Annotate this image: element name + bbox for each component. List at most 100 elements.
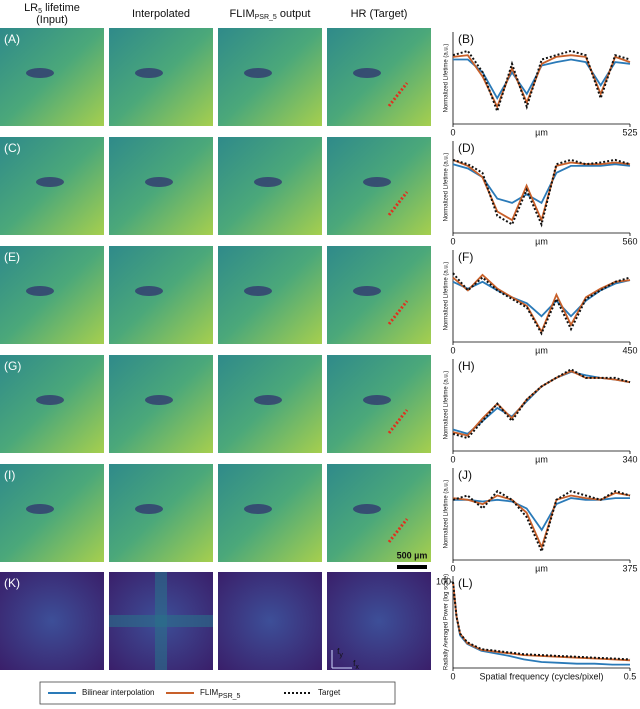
- panel-label: (G): [4, 359, 21, 373]
- image-panel: [327, 28, 431, 126]
- x-axis-label: µm: [535, 563, 548, 573]
- series-line: [452, 279, 631, 318]
- panel-label: (I): [4, 468, 15, 482]
- label-main: f: [337, 647, 340, 656]
- image: [327, 572, 431, 670]
- series-line: [452, 158, 631, 228]
- image-feature: [244, 504, 272, 514]
- image: [218, 572, 322, 670]
- image: [109, 246, 213, 344]
- label: Interpolated: [132, 8, 190, 20]
- image-feature: [26, 286, 54, 296]
- image-feature: [26, 504, 54, 514]
- image: [327, 246, 431, 344]
- image-panel: [109, 464, 213, 562]
- image-feature: [244, 286, 272, 296]
- label-sub: 5: [38, 8, 42, 15]
- x-tick-label: 450: [622, 345, 637, 355]
- image-feature: [145, 177, 173, 187]
- label-main: LR: [24, 2, 38, 14]
- plot: 0 450 µm Normalized Lifetime (a.u.) (F): [444, 250, 638, 355]
- label-sub: y: [339, 652, 343, 659]
- image: [109, 28, 213, 126]
- image-feature: [254, 395, 282, 405]
- series-line: [452, 159, 631, 223]
- x-axis-label: µm: [535, 345, 548, 355]
- image-panel: [218, 464, 322, 562]
- image: [327, 28, 431, 126]
- image-panel: [218, 246, 322, 344]
- image: [218, 28, 322, 126]
- image: [109, 464, 213, 562]
- image-panel: [0, 246, 104, 344]
- label-main: f: [353, 659, 356, 668]
- y-axis-label: Normalized Lifetime (a.u.): [444, 371, 450, 440]
- label: FLIMPSR_5 output: [230, 8, 311, 21]
- image-panel: [0, 572, 104, 670]
- x-tick-label: 340: [622, 454, 637, 464]
- image-feature: [135, 504, 163, 514]
- column-header: (Input): [36, 14, 68, 26]
- x-tick-label: 0: [450, 127, 455, 137]
- panel-label: (C): [4, 141, 21, 155]
- plot-label: (H): [458, 359, 475, 373]
- image-panel: [218, 137, 322, 235]
- label-after: output: [277, 8, 311, 20]
- spectrum-cross: [109, 615, 213, 627]
- label-main: HR (Target): [351, 8, 408, 20]
- panel-label: (K): [4, 576, 20, 590]
- plot: 0 0.5 100 Spatial frequency (cycles/pixel) R…: [436, 574, 636, 682]
- x-tick-label: 0: [450, 345, 455, 355]
- plot-label: (B): [458, 32, 474, 46]
- image-panel: [0, 28, 104, 126]
- image-panel: [109, 355, 213, 453]
- y-axis-label: Radially Averaged Power (log scale): [444, 574, 450, 670]
- y-axis-label: Normalized Lifetime (a.u.): [444, 262, 450, 331]
- image-panel: [109, 28, 213, 126]
- label: HR (Target): [351, 8, 408, 20]
- plot-label: (D): [458, 141, 475, 155]
- x-tick-label: 0: [450, 563, 455, 573]
- label: Target: [318, 688, 341, 697]
- image-panel: [109, 572, 213, 670]
- scale-bar: [397, 565, 427, 569]
- y-axis-label: Normalized Lifetime (a.u.): [444, 480, 450, 549]
- image-panel: [0, 464, 104, 562]
- image: [327, 464, 431, 562]
- x-axis-label: µm: [535, 236, 548, 246]
- label: fy: [337, 647, 343, 659]
- image-feature: [36, 395, 64, 405]
- image-feature: [353, 286, 381, 296]
- x-tick-label: 525: [622, 127, 637, 137]
- x-axis-label: Spatial frequency (cycles/pixel): [479, 671, 603, 681]
- image-feature: [145, 395, 173, 405]
- label: Bilinear interpolation: [82, 688, 155, 697]
- panel-label: (A): [4, 32, 20, 46]
- y-axis-label: Normalized Lifetime (a.u.): [444, 153, 450, 222]
- profile-line: [387, 409, 409, 434]
- series-line: [452, 49, 631, 115]
- label-main: FLIM: [200, 688, 219, 697]
- image: [0, 246, 104, 344]
- image: [0, 464, 104, 562]
- plot-label: (L): [458, 576, 473, 590]
- image: [0, 572, 104, 670]
- image-feature: [135, 68, 163, 78]
- x-axis-label: µm: [535, 127, 548, 137]
- legend-box: [39, 681, 396, 705]
- image-feature: [363, 395, 391, 405]
- image-panel: [327, 572, 431, 670]
- image-feature: [254, 177, 282, 187]
- image-panel: [0, 137, 104, 235]
- label: FLIMPSR_5: [200, 688, 241, 700]
- image-feature: [363, 177, 391, 187]
- x-axis-label: µm: [535, 454, 548, 464]
- label-sub: x: [355, 664, 359, 671]
- label-main: Bilinear interpolation: [82, 688, 155, 697]
- x-tick-label: 0: [450, 236, 455, 246]
- scale-bar-label: 500 µm: [397, 550, 428, 560]
- label: LR5 lifetime: [24, 2, 80, 15]
- x-tick-label: 0: [450, 671, 455, 681]
- series-line: [452, 368, 631, 440]
